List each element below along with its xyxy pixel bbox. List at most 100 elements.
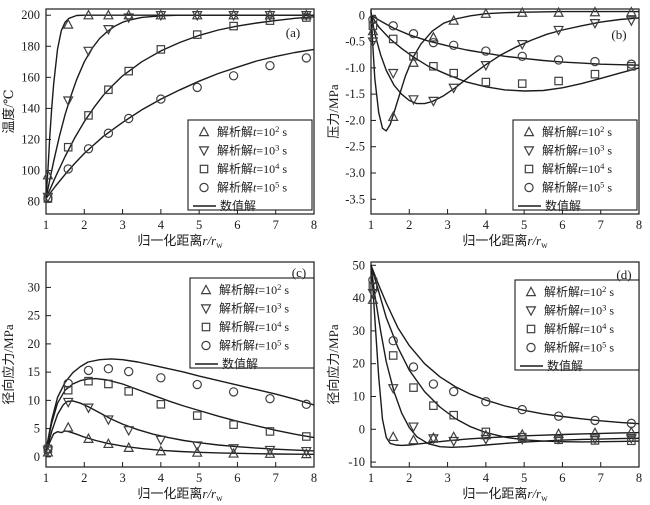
series-marker-triangle-down [83,403,94,414]
series-marker-triangle-down [553,25,565,36]
y-axis-tick-label: 5 [34,422,40,436]
x-axis-tick-label: 6 [234,218,240,232]
series-marker-square [229,21,238,31]
series-marker-triangle-up [625,6,637,17]
series-marker-square [63,385,73,395]
series-marker-circle [388,21,398,31]
y-axis-tick-label: 10 [28,393,41,407]
series-marker-circle [123,366,134,377]
series-marker-triangle-down [367,37,379,48]
series-marker-triangle-down [264,445,276,456]
y-axis-label: 温度/℃ [1,89,16,133]
series-marker-square [265,427,275,436]
legend-label: 数值解 [220,198,256,213]
x-axis-tick-label: 3 [444,471,450,485]
series-marker-circle [590,415,600,426]
series-marker-triangle-up [264,447,276,458]
series-marker-triangle-down [625,16,637,27]
series-marker-square [368,21,378,31]
series-marker-triangle-down [448,83,460,94]
series-marker-square [409,383,418,392]
y-axis-tick-label: 30 [353,324,366,338]
series-marker-triangle-down [480,434,492,445]
legend-label: 解析解t=104 s [217,161,287,176]
series-marker-triangle-up [42,169,54,180]
legend-label: 解析解t=103 s [542,143,612,158]
legend-marker-square [199,164,209,174]
y-axis-tick-label: -3.0 [345,166,365,180]
series-marker-triangle-up [123,9,135,20]
x-axis-tick-label: 8 [311,218,317,232]
legend-box [514,279,640,371]
legend-label: 解析解t=105 s [219,338,289,353]
legend-marker-triangle-up [198,126,210,137]
series-marker-circle [43,443,53,454]
x-axis-tick-label: 5 [521,471,527,485]
panel-d-chart-svg: 1 2 3 4 5 6 7 8 -10 0 10 20 30 40 50 归一化距离r/rw 径向应力/MPa 解… [326,258,642,503]
series-marker-square [590,69,600,79]
x-axis-tick-label: 2 [81,218,87,232]
legend-label: 解析解t=103 s [217,143,287,158]
series-marker-triangle-up [625,426,637,437]
series-marker-square [429,401,438,410]
legend-label: 数值解 [222,356,258,371]
y-axis-tick-label: 180 [21,39,40,53]
series-marker-square [517,432,527,442]
series-marker-triangle-down [448,436,460,447]
legend-label: 解析解t=103 s [544,303,614,318]
series-marker-triangle-up [367,25,379,36]
series-marker-square [554,435,563,445]
series-marker-circle [63,378,73,389]
legend-label: 解析解t=104 s [219,319,289,334]
y-axis-tick-label: 0 [34,450,40,464]
numerical-solution-line [45,16,315,199]
series-marker-triangle-down [155,11,167,22]
series-marker-circle [626,59,637,69]
series-marker-circle [408,29,419,39]
legend-label: 解析解t=104 s [542,161,612,176]
x-axis-tick-label: 4 [483,218,490,232]
x-axis-label: 归一化距离r/rw [462,233,548,250]
series-marker-triangle-up [408,56,419,67]
legend-label: 解析解t=103 s [219,301,289,316]
y-axis-tick-label: -2.5 [345,140,365,154]
y-axis-tick-label: -1.0 [345,61,365,75]
series-marker-circle [626,418,637,429]
panel-letter-label: (b) [611,27,626,42]
y-axis-tick-label: 200 [21,8,40,22]
series-marker-triangle-down [42,192,54,203]
y-axis-label: 压力/MPa [326,84,341,138]
numerical-solution-line [45,430,315,455]
x-axis-tick-label: 7 [273,218,279,232]
x-axis-tick-label: 1 [368,471,374,485]
series-marker-triangle-down [625,433,637,445]
y-axis-label: 径向应力/MPa [326,324,341,404]
series-marker-square [229,420,238,429]
y-axis-tick-label: 140 [21,101,40,115]
series-marker-circle [448,40,459,50]
series-marker-square [63,142,73,152]
series-marker-square [590,436,600,445]
y-axis-tick-label: 0 [359,422,365,436]
series-marker-triangle-up [300,448,312,459]
legend-marker-triangle-up [523,126,535,137]
panel-c-chart-svg: 1 2 3 4 5 6 7 8 0 5 10 15 20 25 30 归一化距离r/rw 径向应力/MPa 解析解… [1,261,317,503]
panel-d-radial-stress-plot: 1 2 3 4 5 6 7 8 -10 0 10 20 30 40 50 归一化距离r/rw 径向应力/MPa 解… [325,253,650,505]
series-marker-square [388,34,398,44]
series-marker-square [481,427,491,437]
series-marker-circle [517,51,527,62]
series-marker-square [124,66,133,76]
series-marker-circle [103,364,114,374]
series-marker-square [84,111,93,120]
series-marker-triangle-down [408,95,419,106]
legend-marker-circle [524,182,534,193]
y-axis-tick-label: 20 [28,337,41,351]
legend-marker-triangle-up [525,286,537,297]
series-marker-circle [265,60,275,71]
series-marker-square [302,432,311,441]
series-marker-circle [156,94,166,104]
series-marker-triangle-down [300,446,312,458]
series-marker-triangle-down [516,434,528,445]
legend-marker-triangle-down [200,304,212,315]
